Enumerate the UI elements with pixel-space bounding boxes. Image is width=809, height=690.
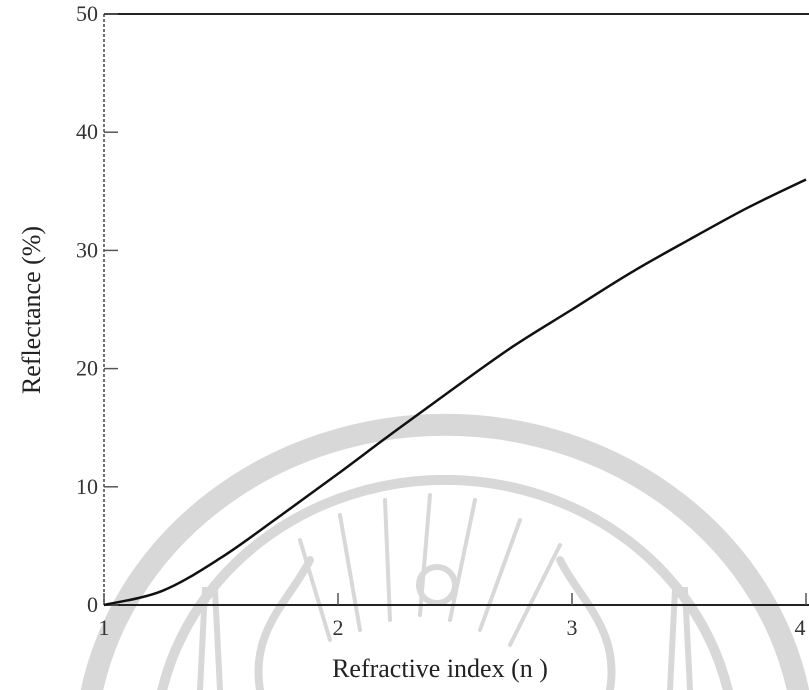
y-axis-label: Reflectance (%) [17,226,46,394]
watermark-emblem [80,413,809,690]
x-tick-label: 4 [795,615,806,640]
y-tick-label: 20 [76,356,98,381]
plot-frame [103,13,809,606]
y-tick-label: 10 [76,474,98,499]
x-tick-label: 3 [567,615,578,640]
series-layer [103,178,807,607]
series-line [103,178,807,607]
y-ticks: 0 10 20 30 40 50 [76,1,118,617]
x-axis-label: Refractive index (n ) [332,654,548,683]
y-tick-label: 40 [76,119,98,144]
y-tick-label: 30 [76,237,98,262]
y-tick-label: 0 [87,592,98,617]
y-tick-label: 50 [76,1,98,26]
x-ticks: 1 2 3 4 [99,593,807,640]
x-tick-label: 2 [333,615,344,640]
x-tick-label: 1 [99,615,110,640]
